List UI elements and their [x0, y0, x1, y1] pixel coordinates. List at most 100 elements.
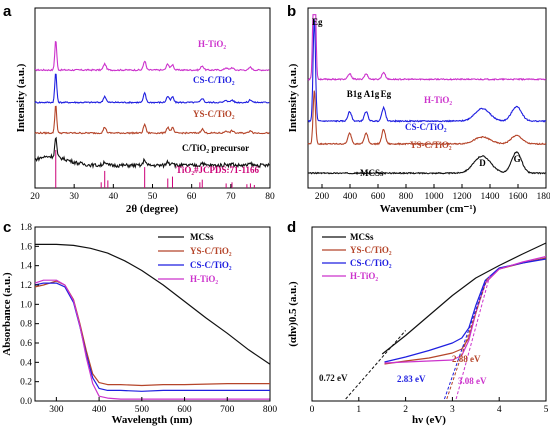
panel-a-reference-bars	[55, 150, 255, 188]
panel-b-plot: 200 400 600 800 1000 1200 1400 1600 1800 Eg B1gA1…	[307, 7, 550, 202]
xtick-label: 80	[265, 192, 275, 202]
panel-a-label-ys: YS-C/TiO₂	[193, 109, 235, 119]
legend-label-htio2: H-TiO₂	[350, 271, 378, 281]
panel-a-label-jcpds: TiO₂#JCPDS:71-1166	[176, 165, 260, 175]
legend-label-cs: CS-C/TiO₂	[190, 260, 232, 270]
xtick-label: 1200	[453, 192, 472, 202]
ytick-label: 0.0	[20, 397, 32, 407]
panel-a-label-cs: CS-C/TiO₂	[193, 75, 235, 85]
raman-line-h-tio	[307, 14, 547, 81]
panel-b-label-htio2: H-TiO₂	[424, 95, 452, 105]
xrd-line-cs-c-tio	[34, 73, 270, 104]
ytick-label: 1.4	[20, 262, 32, 272]
panel-c-plot: 300 400 500 600 700 800 0.0 0.2 0.4 0.6 0.8 1.0 1.2 1…	[20, 223, 277, 415]
legend-label-htio2: H-TiO₂	[190, 274, 218, 284]
panel-label-a: a	[3, 3, 12, 20]
panel-d-legend: MCSs YS-C/TiO₂ CS-C/TiO₂ H-TiO₂	[322, 232, 392, 281]
legend-label-ys: YS-C/TiO₂	[350, 245, 392, 255]
ytick-label: 0.2	[20, 378, 32, 388]
panel-a-xticks: 20 30 40 50 60 70 80	[30, 184, 275, 202]
panel-b-label-mcss: MCSs	[360, 168, 384, 178]
ytick-label: 1.6	[20, 242, 32, 252]
xtick-label: 1800	[537, 192, 550, 202]
legend-label-cs: CS-C/TiO₂	[350, 258, 392, 268]
tangent-line	[455, 275, 491, 400]
xtick-label: 20	[30, 192, 40, 202]
xtick-label: 400	[92, 405, 107, 415]
xtick-label: 60	[187, 192, 197, 202]
panel-b-frame	[307, 7, 547, 189]
panel-a-label-htio2: H-TiO₂	[198, 39, 226, 49]
band-label-eg: Eg	[381, 89, 392, 99]
panel-d-frame	[311, 226, 547, 402]
tangent-line	[345, 330, 406, 400]
xtick-label: 800	[263, 405, 278, 415]
panel-a-series	[34, 40, 270, 170]
xtick-label: 3	[450, 405, 455, 415]
panel-c-frame	[34, 226, 271, 402]
xtick-label: 50	[148, 192, 158, 202]
ytick-label: 0.4	[20, 358, 32, 368]
uv-line-h-tio	[34, 279, 270, 400]
panel-label-b: b	[287, 3, 296, 20]
xtick-label: 600	[371, 192, 386, 202]
panel-c-xlabel: Wavelength (nm)	[112, 414, 193, 426]
panel-d-xlabel: hν (eV)	[412, 414, 446, 426]
ytick-label: 1.8	[20, 223, 32, 233]
panel-b-series	[307, 14, 547, 175]
xtick-label: 400	[343, 192, 358, 202]
panel-a-label-precursor: C/TiO₂ precursor	[182, 143, 249, 153]
uv-line-mcss	[35, 243, 271, 365]
xtick-label: 1400	[481, 192, 500, 202]
panel-b-xlabel: Wavenumber (cm⁻¹)	[380, 203, 477, 215]
panel-a-plot: 20 30 40 50 60 70 80 H-TiO₂ CS-C/TiO₂ YS-C/TiO…	[30, 7, 275, 202]
raman-line-mcss	[307, 151, 547, 175]
panel-c-ylabel: Absorbance (a.u.)	[1, 272, 13, 356]
legend-label-ys: YS-C/TiO₂	[190, 246, 232, 256]
panel-label-d: d	[287, 219, 296, 236]
xtick-label: 2	[403, 405, 408, 415]
panel-a-ylabel: Intensity (a.u.)	[15, 63, 27, 132]
ytick-label: 1.2	[20, 281, 32, 291]
xrd-line-c-tio-precursor	[34, 136, 270, 170]
panel-d-series	[381, 242, 547, 365]
legend-label-mcss: MCSs	[350, 232, 374, 242]
xtick-label: 800	[399, 192, 414, 202]
band-label-b1g: B1g	[347, 89, 363, 99]
xtick-label: 300	[49, 405, 64, 415]
xrd-line-ys-c-tio	[34, 105, 270, 135]
panel-label-c: c	[3, 219, 11, 236]
band-label-eg: Eg	[312, 17, 323, 27]
xtick-label: 1	[356, 405, 361, 415]
tauc-line-mcss	[381, 242, 547, 355]
bandgap-label-cs: 2.83 eV	[397, 374, 426, 384]
panel-c-series	[34, 243, 271, 400]
uv-line-cs-c-tio	[34, 282, 270, 392]
panel-a-xlabel: 2θ (degree)	[126, 203, 179, 215]
ytick-label: 0.8	[20, 320, 32, 330]
tauc-line-h-tio	[384, 255, 547, 364]
panel-b-xticks: 200 400 600 800 1000 1200 1400 1600 1800	[315, 184, 550, 202]
xtick-label: 500	[135, 405, 150, 415]
xrd-line-h-tio	[35, 40, 270, 72]
xtick-label: 1000	[425, 192, 444, 202]
xtick-label: 1600	[509, 192, 528, 202]
band-label-a1g: A1g	[364, 89, 380, 99]
panel-d-xticks: 0 1 2 3 4 5	[310, 397, 549, 415]
raman-line-cs-c-tio	[308, 18, 547, 123]
xtick-label: 30	[69, 192, 79, 202]
bandgap-label-mcss: 0.72 eV	[319, 373, 348, 383]
ytick-label: 1.0	[20, 300, 32, 310]
panel-d-plot: 0 1 2 3 4 5 MCSs YS-C/TiO₂ CS-C/TiO₂ H-TiO₂ 0…	[310, 226, 549, 415]
panel-b-label-ys: YS-C/TiO₂	[410, 140, 452, 150]
ytick-label: 0.6	[20, 339, 32, 349]
xtick-label: 600	[177, 405, 192, 415]
band-label-g: G	[514, 154, 521, 164]
xtick-label: 0	[310, 405, 315, 415]
xtick-label: 70	[226, 192, 236, 202]
tauc-line-cs-c-tio	[384, 258, 547, 363]
panel-d-tangent-lines	[345, 275, 491, 400]
panel-c-ticks: 300 400 500 600 700 800 0.0 0.2 0.4 0.6 0.8 1.0 1.2 1…	[20, 223, 277, 415]
